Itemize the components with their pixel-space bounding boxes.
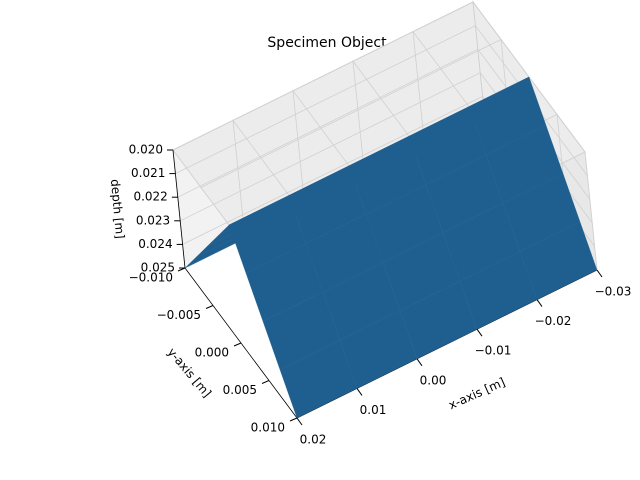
z-tick-label: 0.025: [141, 261, 175, 275]
z-tick-label: 0.020: [129, 143, 163, 157]
tick-mark: [296, 417, 303, 426]
x-tick-label: −0.03: [595, 285, 632, 299]
z-axis: [172, 149, 186, 269]
tick-mark: [536, 299, 543, 307]
x-tick-label: 0.02: [300, 433, 327, 447]
y-tick-label: 0.000: [195, 346, 229, 360]
chart-title: Specimen Object: [267, 35, 387, 51]
y-tick-label: −0.010: [129, 271, 173, 285]
x-tick-label: 0.00: [420, 373, 447, 387]
tick-mark: [596, 269, 603, 278]
y-axis: [184, 267, 298, 419]
z-axis-label: depth [m]: [108, 179, 127, 240]
grid-line: [172, 1, 586, 153]
z-tick-label: 0.022: [133, 190, 167, 204]
x-tick-label: −0.02: [535, 314, 572, 328]
x-tick-label: 0.01: [360, 403, 387, 417]
tick-mark: [205, 305, 214, 309]
tick-mark: [416, 358, 423, 367]
tick-mark: [356, 388, 363, 396]
z-tick-label: 0.021: [131, 166, 165, 180]
tick-mark: [233, 342, 242, 347]
z-tick-label: 0.024: [138, 237, 172, 251]
tick-mark: [476, 328, 483, 337]
x-tick-label: −0.01: [475, 344, 512, 358]
y-tick-label: 0.010: [251, 421, 285, 435]
y-tick-label: −0.005: [157, 308, 201, 322]
grid-line: [175, 25, 588, 176]
z-tick-label: 0.023: [136, 213, 170, 227]
tick-mark: [289, 417, 298, 422]
x-axis-label: x-axis [m]: [446, 375, 507, 412]
surface-patch: [279, 339, 358, 419]
tick-mark: [261, 380, 270, 384]
y-tick-label: 0.005: [223, 383, 257, 397]
